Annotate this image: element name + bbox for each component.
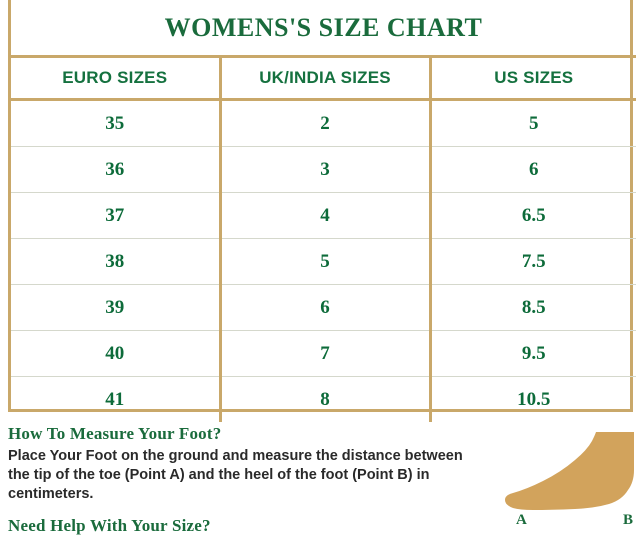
chart-title: WOMENS'S SIZE CHART: [11, 0, 637, 58]
measure-heading: How To Measure Your Foot?: [8, 424, 222, 443]
cell-euro-size: 38: [11, 238, 222, 285]
need-help-heading: Need Help With Your Size?: [8, 516, 211, 535]
measure-info-section: How To Measure Your Foot? Place Your Foo…: [8, 424, 478, 536]
cell-uk-size: 5: [220, 238, 432, 285]
column-header-uk-india: UK/INDIA SIZES: [220, 56, 432, 101]
cell-us-size: 8.5: [430, 284, 637, 331]
header-row: EURO SIZES UK/INDIA SIZES US SIZES: [11, 56, 637, 101]
table-row: 39 6 8.5: [11, 284, 637, 331]
cell-us-size: 6: [430, 146, 637, 193]
cell-us-size: 9.5: [430, 330, 637, 377]
measure-instructions: Place Your Foot on the ground and measur…: [8, 448, 463, 502]
cell-euro-size: 41: [11, 376, 222, 422]
cell-us-size: 10.5: [517, 388, 551, 410]
point-b-label: B: [623, 512, 634, 528]
table-row: 40 7 9.5: [11, 330, 637, 377]
foot-silhouette-icon: [505, 432, 634, 510]
cell-euro-size: 36: [11, 146, 222, 193]
cell-uk-size: 8: [220, 376, 432, 422]
cell-uk-size: 7: [220, 330, 432, 377]
cell-us-size: 6.5: [430, 192, 637, 239]
table-row: 38 5 7.5: [11, 238, 637, 285]
title-row: WOMENS'S SIZE CHART: [11, 0, 637, 58]
table-row: 35 2 5: [11, 99, 637, 147]
cell-euro-size: 40: [11, 330, 222, 377]
size-chart-container: WOMENS'S SIZE CHART EURO SIZES UK/INDIA …: [8, 0, 637, 422]
cell-euro-size: 35: [11, 99, 222, 147]
cell-uk-size: 3: [220, 146, 432, 193]
cell-uk-size: 6: [220, 284, 432, 331]
cell-uk-size: 2: [220, 99, 432, 147]
column-header-us: US SIZES: [430, 56, 637, 101]
cell-uk-size: 4: [220, 192, 432, 239]
size-chart-table: WOMENS'S SIZE CHART EURO SIZES UK/INDIA …: [11, 0, 637, 422]
column-header-euro: EURO SIZES: [11, 56, 222, 101]
cell-euro-size: 39: [11, 284, 222, 331]
cell-us-size: 7.5: [430, 238, 637, 285]
size-chart-body: WOMENS'S SIZE CHART EURO SIZES UK/INDIA …: [11, 0, 637, 422]
point-a-label: A: [516, 512, 527, 528]
foot-illustration: A B: [495, 432, 640, 531]
table-row: 41 8 10.5: [11, 376, 636, 422]
cell-us-size: 5: [430, 99, 637, 147]
table-row: 36 3 6: [11, 146, 637, 193]
cell-euro-size: 37: [11, 192, 222, 239]
table-row: 37 4 6.5: [11, 192, 637, 239]
